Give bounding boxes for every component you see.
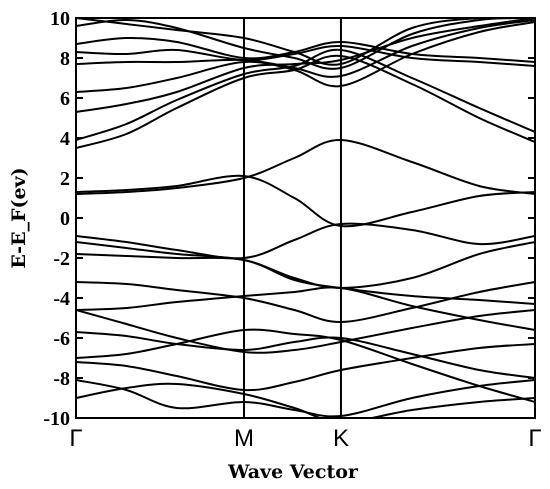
band-line-3 <box>76 222 535 260</box>
kpoint-label-3: K <box>333 425 349 452</box>
band-line-4 <box>76 241 535 289</box>
y-tick-label: 0 <box>60 208 70 230</box>
band-line-1 <box>76 174 535 228</box>
band-line-15 <box>76 48 535 141</box>
band-line-16 <box>76 18 535 113</box>
band-line-6 <box>76 281 535 324</box>
x-axis-title: Wave Vector <box>227 461 359 483</box>
plot-frame <box>75 17 536 419</box>
y-axis-ticks: -10 -8 -6 -4 -2 0 2 4 6 8 10 <box>43 8 535 430</box>
band-line-7 <box>76 286 535 331</box>
kpoint-label-4: Γ <box>528 425 541 452</box>
band-lines <box>76 18 535 418</box>
band-line-9 <box>76 331 535 379</box>
band-line-19 <box>76 44 535 67</box>
y-axis-title: E-E_F(ev) <box>8 167 30 268</box>
band-line-11 <box>76 343 535 392</box>
band-line-17 <box>76 21 535 93</box>
band-line-18 <box>76 19 535 78</box>
high-symmetry-lines <box>243 18 342 418</box>
band-line-5 <box>76 253 535 305</box>
y-tick-label: 10 <box>50 8 70 30</box>
kpoint-label-1: Γ <box>69 425 82 452</box>
y-tick-label: -2 <box>53 248 70 270</box>
y-tick-label: -8 <box>53 368 70 390</box>
band-line-21 <box>76 18 535 70</box>
y-tick-label: 2 <box>60 168 70 190</box>
band-line-10 <box>76 328 535 403</box>
y-tick-label: 8 <box>60 48 70 70</box>
band-line-12 <box>76 379 535 418</box>
y-tick-label: 6 <box>60 88 70 110</box>
y-tick-label: 4 <box>60 128 70 150</box>
kpoint-label-2: M <box>234 425 254 452</box>
y-tick-label: -4 <box>53 288 70 310</box>
band-line-2 <box>76 138 535 195</box>
band-line-20 <box>76 36 535 63</box>
y-tick-label: -10 <box>43 408 70 430</box>
band-line-13 <box>76 382 535 418</box>
y-tick-label: -6 <box>53 328 70 350</box>
band-line-8 <box>76 309 535 354</box>
band-line-22 <box>76 18 535 66</box>
